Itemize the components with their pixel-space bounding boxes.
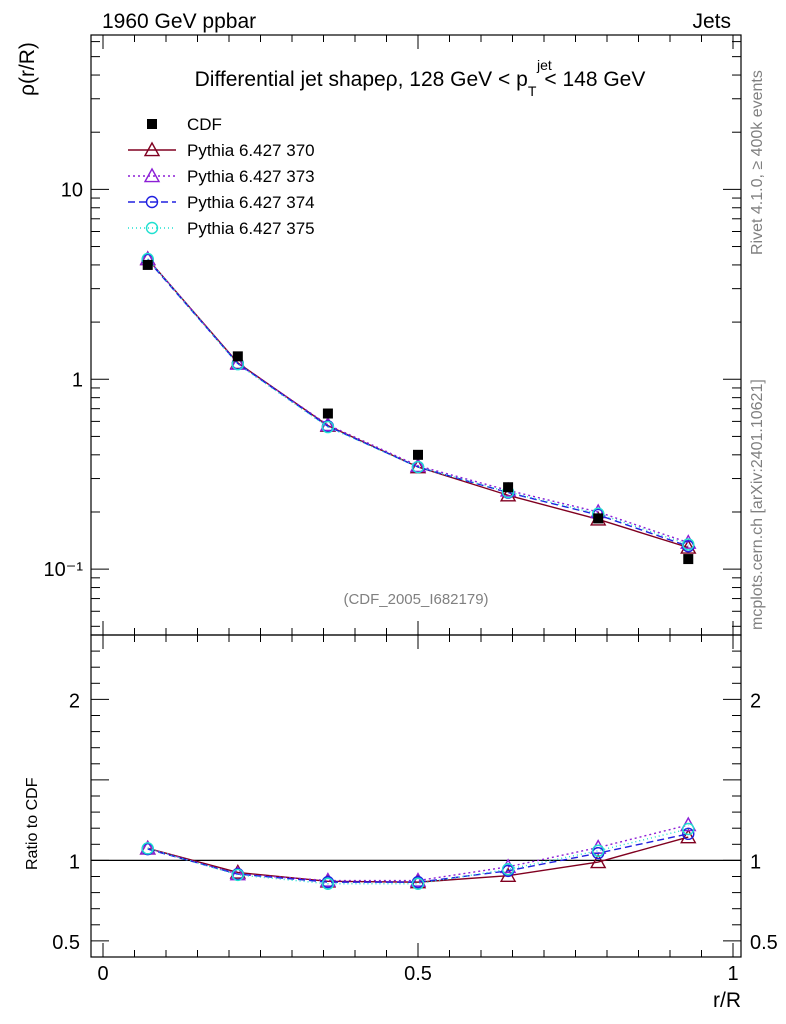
legend-entry-cdf: CDF	[147, 115, 222, 134]
ratio-line	[147, 836, 689, 883]
cdf-data-point	[322, 408, 333, 419]
chart-title-sup: jet	[536, 57, 552, 73]
series-point	[411, 460, 425, 474]
chart-title-sub: T	[528, 83, 537, 99]
ratio-tick-label: 1	[69, 851, 80, 873]
x-tick-label: 0	[97, 963, 108, 985]
legend-label: Pythia 6.427 375	[187, 219, 315, 238]
ratio-point	[591, 844, 605, 857]
ratio-point	[231, 868, 245, 882]
ticks-layer: 0 0.5 1 10 1 10⁻¹ 2 2 1 1 0.5 0.5	[44, 35, 778, 985]
chart-title-main: Differential jet shapeρ, 128 GeV < p	[195, 68, 528, 91]
ratio-tick-label: 0.5	[52, 932, 80, 954]
y-tick-label: 10	[61, 179, 83, 201]
header-right: Jets	[692, 10, 731, 33]
legend-marker	[143, 141, 161, 157]
series-point	[680, 539, 697, 554]
legend-entry-3: Pythia 6.427 374	[128, 193, 315, 212]
legend-label: Pythia 6.427 374	[187, 193, 315, 212]
series-point	[321, 420, 335, 434]
analysis-watermark: (CDF_2005_I682179)	[343, 591, 488, 608]
rivet-label: Rivet 4.1.0, ≥ 400k events	[749, 70, 766, 255]
y-tick-label: 1	[72, 369, 83, 391]
series-point	[499, 486, 517, 502]
series-3	[141, 253, 695, 889]
cdf-data-point	[413, 449, 423, 460]
cdf-data-point	[232, 351, 243, 362]
header-left: 1960 GeV ppbar	[102, 10, 256, 33]
ratio-point	[411, 877, 425, 890]
ratio-plot-frame	[90, 634, 742, 958]
cdf-data-point	[593, 513, 604, 524]
legend-entry-4: Pythia 6.427 375	[128, 219, 315, 238]
chart-title-tail: < 148 GeV	[544, 68, 645, 91]
ratio-point	[680, 828, 697, 844]
legend-marker	[145, 221, 159, 235]
x-tick-label: 0.5	[404, 963, 432, 985]
series-line	[147, 258, 689, 546]
series-line	[147, 258, 689, 549]
legend-entry-1: Pythia 6.427 370	[128, 141, 315, 160]
ratio-y-axis-label: Ratio to CDF	[24, 777, 41, 870]
legend: CDF Pythia 6.427 370 Pythia 6.427 373 Pythi…	[128, 115, 315, 238]
ratio-tick-label-right: 0.5	[750, 932, 778, 954]
ratio-point	[682, 827, 695, 841]
series-line	[147, 258, 689, 544]
x-axis-label: r/R	[713, 989, 741, 1012]
ratio-point	[682, 822, 695, 836]
ratio-tick-label: 2	[69, 690, 80, 712]
y-tick-label: 10⁻¹	[44, 559, 84, 581]
ratio-line	[147, 833, 689, 883]
legend-marker	[145, 195, 159, 209]
ratio-point	[589, 853, 607, 869]
series-line	[147, 259, 689, 547]
data-layer	[142, 259, 694, 565]
ratio-point	[321, 877, 335, 890]
cdf-data-point	[142, 259, 153, 270]
ratio-point	[141, 842, 154, 855]
x-tick-label: 1	[727, 963, 738, 985]
ratio-point	[229, 864, 247, 879]
series-point	[682, 538, 695, 551]
legend-label: Pythia 6.427 373	[187, 167, 315, 186]
ratio-point	[501, 863, 515, 876]
series-layer	[139, 250, 697, 890]
chart-title: Differential jet shapeρ, 128 GeV < pT < 1…	[195, 68, 646, 99]
y-axis-label: ρ(r/R)	[16, 42, 39, 96]
cdf-data-point	[683, 554, 694, 565]
legend-marker	[143, 167, 161, 183]
legend-entry-2: Pythia 6.427 373	[128, 167, 315, 186]
legend-label-cdf: CDF	[187, 115, 222, 134]
legend-marker-cdf	[147, 119, 157, 129]
legend-label: Pythia 6.427 370	[187, 141, 315, 160]
ratio-tick-label-right: 1	[750, 851, 761, 873]
mcplots-label: mcplots.cern.ch [arXiv:2401.10621]	[749, 379, 766, 630]
cdf-data-point	[503, 482, 514, 493]
ratio-tick-label-right: 2	[750, 690, 761, 712]
